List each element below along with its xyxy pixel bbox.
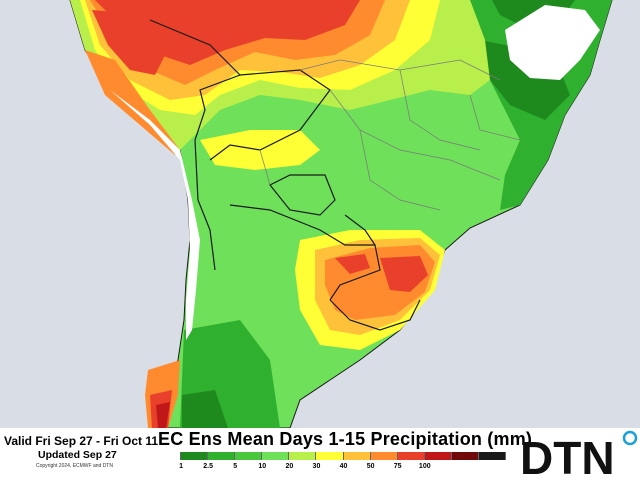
map-footer: Valid Fri Sep 27 - Fri Oct 11 Updated Se… [0, 428, 640, 480]
legend-swatch [262, 452, 290, 460]
updated-date: Updated Sep 27 [38, 449, 117, 461]
map-title: EC Ens Mean Days 1-15 Precipitation (mm) [158, 429, 533, 449]
state-line-6 [469, 94, 521, 141]
legend-tick-label: 75 [393, 463, 402, 470]
state-line-2 [329, 89, 501, 181]
legend-tick-label: 30 [312, 463, 321, 470]
precip-zone-red-northwest [92, 10, 170, 75]
precipitation-map [69, 0, 613, 428]
legend-swatch [154, 452, 182, 460]
legend-tick-label: 1 [179, 463, 184, 470]
legend-swatch [208, 452, 236, 460]
legend-tick-label: 50 [366, 463, 375, 470]
border-line-1 [149, 19, 242, 141]
border-line-4 [229, 204, 381, 301]
legend-tick-label: 40 [339, 463, 348, 470]
border-line-5 [329, 299, 421, 331]
precipitation-legend: 1 2.5 5 10 20 30 40 50 75 100 [154, 450, 507, 472]
legend-swatch [478, 452, 507, 460]
legend-tick-label: 5 [233, 463, 238, 470]
legend-swatch [397, 452, 425, 460]
border-line-7 [344, 214, 376, 246]
legend-swatch [343, 452, 371, 460]
legend-swatch [235, 452, 263, 460]
legend-swatch [451, 452, 479, 460]
dtn-logo-text: DTN [520, 432, 615, 480]
precip-zone-deep-green-south [182, 390, 228, 428]
legend-swatch [316, 452, 344, 460]
border-line-6 [194, 139, 216, 271]
precip-zone-darkred-far-south [156, 402, 170, 428]
legend-tick-label: 100 [418, 463, 431, 470]
legend-tick-label: 10 [258, 463, 267, 470]
state-line-5 [259, 149, 271, 186]
valid-date-range: Valid Fri Sep 27 - Fri Oct 11 [4, 434, 159, 448]
precip-zone-red-south-west [335, 254, 370, 274]
legend-swatch [370, 452, 398, 460]
no-data-coastal-strip [110, 90, 200, 340]
dtn-logo-dot-icon [622, 430, 638, 446]
legend-swatch [424, 452, 452, 460]
state-line-3 [359, 129, 441, 211]
copyright-notice: Copyright 2024, ECMWF and DTN [36, 463, 113, 469]
no-data-northeast [505, 5, 600, 80]
border-line-3 [269, 174, 336, 216]
state-line-4 [399, 69, 481, 151]
dtn-logo: DTN [520, 430, 638, 480]
legend-swatch [289, 452, 317, 460]
legend-swatch [181, 452, 209, 460]
precip-zone-red-south [380, 256, 428, 292]
legend-color-bar [154, 452, 507, 460]
legend-tick-label: 2.5 [203, 463, 214, 470]
country-borders [149, 19, 421, 331]
state-borders [259, 59, 521, 211]
precip-zone-deep-green-east [480, 40, 570, 120]
legend-tick-label: 20 [285, 463, 294, 470]
